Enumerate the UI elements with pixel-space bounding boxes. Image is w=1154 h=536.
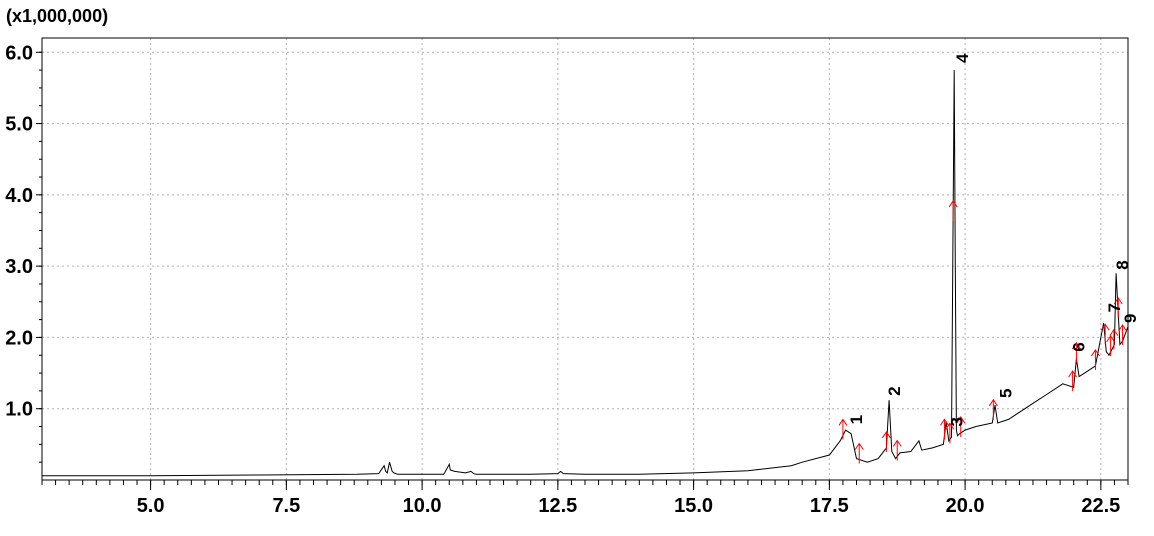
integration-marker (948, 200, 958, 221)
integration-marker (854, 442, 864, 464)
y-tick-label: 1.0 (5, 399, 33, 421)
x-tick-label: 5.0 (137, 495, 165, 517)
y-tick-label: 2.0 (5, 327, 33, 349)
integration-marker (1109, 328, 1119, 350)
integration-marker (1113, 297, 1123, 318)
integration-marker (1106, 335, 1116, 357)
y-tick-label: 4.0 (5, 185, 33, 207)
integration-marker (892, 439, 902, 461)
y-multiplier-label: (x1,000,000) (6, 6, 108, 26)
integration-marker (956, 416, 966, 437)
x-tick-label: 20.0 (946, 495, 985, 517)
peak-label: 2 (885, 386, 904, 395)
x-tick-label: 17.5 (810, 495, 849, 517)
integration-marker (838, 418, 848, 440)
integration-marker (945, 422, 955, 444)
integration-marker (1100, 323, 1110, 345)
peak-label: 1 (847, 415, 866, 424)
y-tick-label: 3.0 (5, 256, 33, 278)
peak-label: 8 (1113, 260, 1132, 269)
integration-marker (940, 418, 949, 440)
x-tick-label: 10.0 (403, 495, 442, 517)
y-tick-label: 6.0 (5, 42, 33, 64)
integration-marker (1068, 370, 1078, 391)
x-tick-label: 22.5 (1081, 495, 1120, 517)
peak-label: 7 (1105, 303, 1124, 312)
integration-marker (1091, 349, 1100, 370)
axis-ticks: 5.0 7.5 10.0 12.5 15.0 17.5 20.0 22.51.02.03.04… (5, 42, 1129, 517)
integration-marker (881, 431, 891, 452)
integration-marker (1071, 341, 1081, 363)
x-tick-label: 7.5 (272, 495, 300, 517)
peak-label: 5 (996, 389, 1015, 398)
peak-label: 9 (1121, 314, 1140, 323)
peak-label: 6 (1070, 342, 1089, 351)
peak-label: 3 (947, 417, 966, 426)
peak-labels: 1 2 3 4 5 6 7 8 9 (847, 53, 1140, 427)
signal-trace (42, 70, 1129, 477)
x-tick-label: 15.0 (674, 495, 713, 517)
integration-markers (838, 200, 1127, 464)
integration-marker (988, 398, 998, 420)
grid (42, 38, 1128, 480)
signal-layer (42, 70, 1129, 477)
integration-marker (1118, 324, 1127, 345)
peak-label: 4 (953, 53, 972, 63)
y-tick-label: 5.0 (5, 114, 33, 136)
x-tick-label: 12.5 (538, 495, 577, 517)
